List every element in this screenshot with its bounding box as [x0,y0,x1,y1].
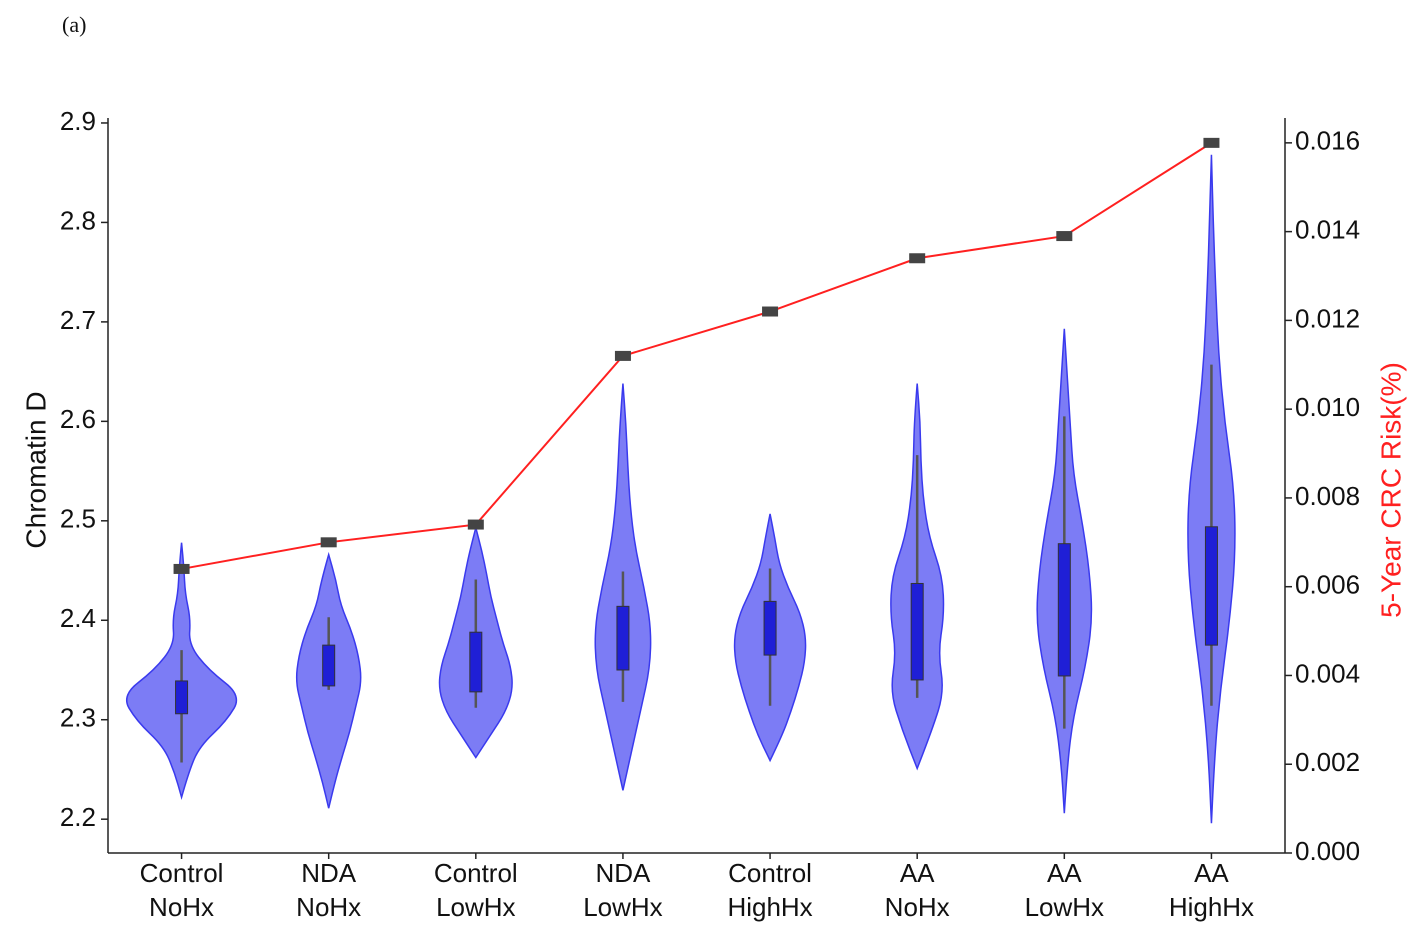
box [763,600,777,656]
x-tick-label: LowHx [583,892,662,922]
y-tick-label: 2.9 [60,106,96,136]
box [910,582,924,681]
risk-line [181,142,1212,570]
x-tick-label: HighHx [1169,892,1254,922]
y-tick-label: 2.3 [60,703,96,733]
y2-tick-label: 0.000 [1295,836,1360,866]
y2-axis-label: 5-Year CRC Risk(%) [1375,362,1406,618]
x-tick-label: AA [1194,858,1229,888]
y-axis-label: Chromatin D [20,391,51,548]
y2-tick-label: 0.006 [1295,570,1360,600]
x-tick-label: NoHx [885,892,950,922]
y2-tick-label: 0.008 [1295,481,1360,511]
box [322,644,336,687]
x-tick-label: AA [1047,858,1082,888]
risk-marker [173,563,190,574]
risk-marker [614,350,631,361]
risk-marker [762,306,779,317]
box [1057,543,1071,677]
y2-tick-label: 0.004 [1295,658,1360,688]
risk-marker [320,537,337,548]
x-tick-label: LowHx [436,892,515,922]
y-tick-label: 2.4 [60,603,96,633]
risk-marker [467,519,484,530]
x-tick-label: NDA [595,858,651,888]
x-tick-label: NoHx [296,892,361,922]
risk-marker [909,253,926,264]
y2-tick-label: 0.014 [1295,214,1360,244]
y-tick-label: 2.5 [60,504,96,534]
x-tick-label: Control [140,858,224,888]
risk-marker [1056,231,1073,242]
y-tick-label: 2.7 [60,305,96,335]
x-tick-label: NoHx [149,892,214,922]
y2-tick-label: 0.002 [1295,747,1360,777]
panel-label: (a) [62,12,86,37]
x-tick-label: LowHx [1025,892,1104,922]
box [1204,526,1218,646]
x-tick-label: Control [728,858,812,888]
y2-tick-label: 0.010 [1295,392,1360,422]
y-tick-label: 2.8 [60,205,96,235]
x-tick-label: Control [434,858,518,888]
x-tick-label: HighHx [727,892,812,922]
y2-tick-label: 0.012 [1295,303,1360,333]
box [469,631,483,693]
box [175,680,189,715]
x-tick-label: AA [900,858,935,888]
x-tick-label: NDA [301,858,357,888]
box [616,605,630,671]
y-tick-label: 2.6 [60,404,96,434]
y-tick-label: 2.2 [60,802,96,832]
y2-tick-label: 0.016 [1295,126,1360,156]
risk-marker [1203,137,1220,148]
